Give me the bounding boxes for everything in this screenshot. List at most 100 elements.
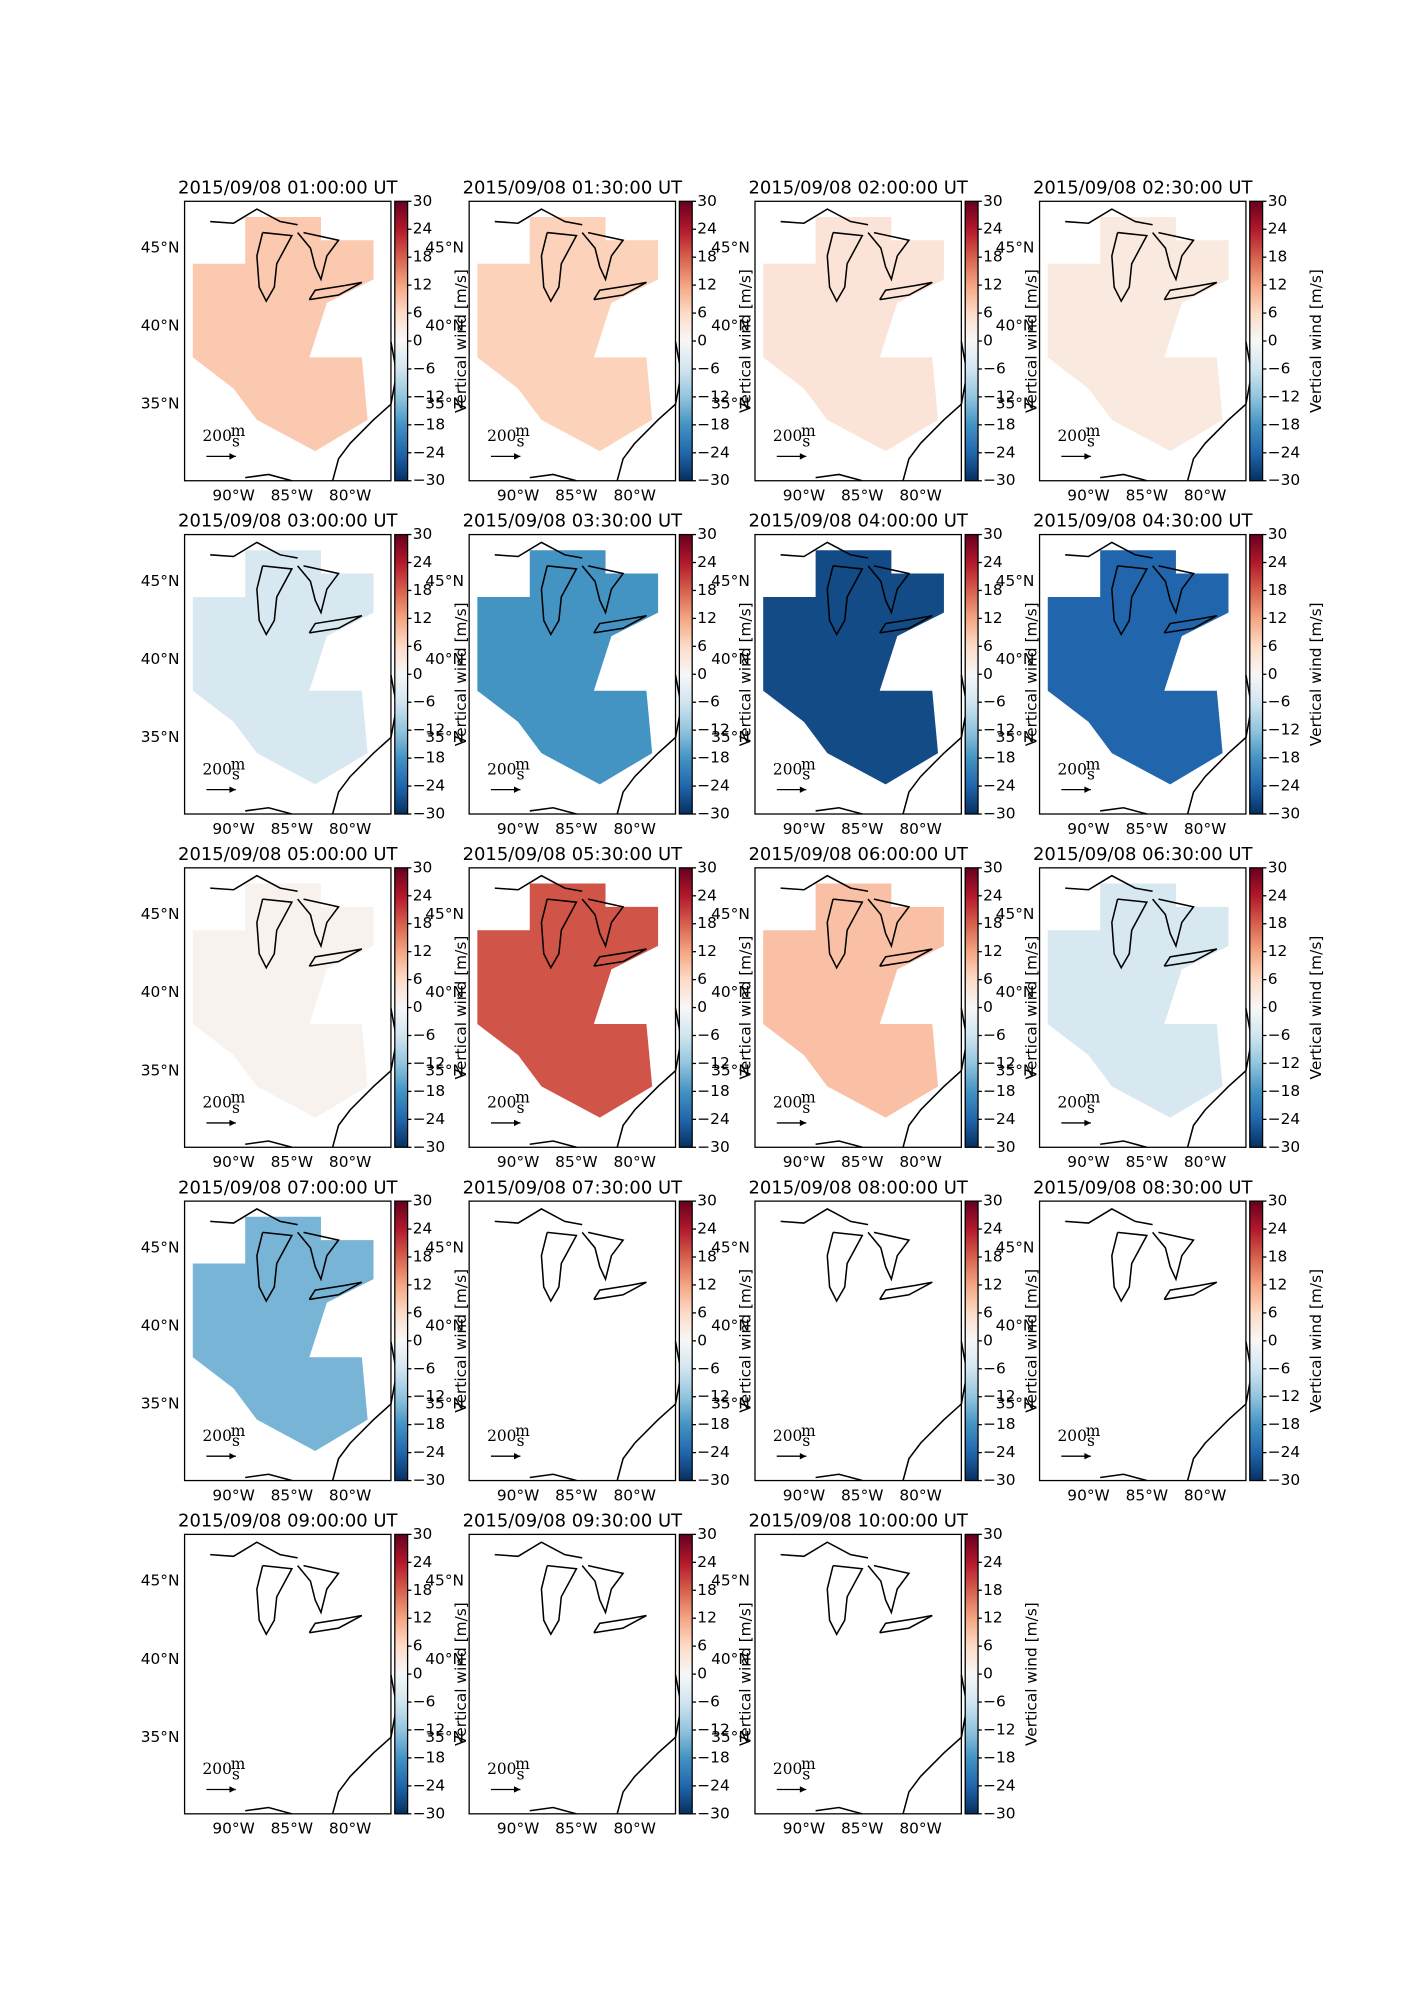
quiver-key-unit-top: m <box>515 1755 530 1773</box>
colorbar-tick-label: −30 <box>413 471 445 489</box>
colorbar-tick-label: 0 <box>983 332 993 350</box>
colorbar-tick-label: 18 <box>983 581 1003 599</box>
colorbar-tick-label: −18 <box>983 1082 1015 1100</box>
coastline <box>494 1541 583 1559</box>
colorbar <box>678 867 693 1148</box>
y-tick-label: 35°N <box>996 395 1035 413</box>
x-tick-label: 85°W <box>841 1486 883 1504</box>
colorbar-tick-label: 30 <box>983 858 1003 876</box>
colorbar-tick-label: −6 <box>1268 1026 1291 1044</box>
colorbar-tick-label: 24 <box>413 220 433 238</box>
colorbar-tick-label: −6 <box>983 1693 1006 1711</box>
x-tick-label: 80°W <box>1184 487 1226 505</box>
axes-frame <box>754 533 963 815</box>
colorbar-tick-label: −24 <box>697 777 729 795</box>
colorbar-label: Vertical wind [m/s] <box>1307 269 1325 413</box>
y-tick-label: 35°N <box>141 1728 180 1746</box>
map-panel: 2015/09/08 02:00:00 UT 90°W 85°W 80°W 35°N 40… <box>711 177 1040 504</box>
y-tick-label: 35°N <box>141 728 180 746</box>
coastline <box>540 565 578 637</box>
coastline <box>581 231 625 282</box>
colorbar-tick-label: −18 <box>983 749 1015 767</box>
axes-frame <box>183 1533 392 1815</box>
colorbar-tick-label: −24 <box>413 1776 445 1794</box>
colorbar-tick-label: −24 <box>413 777 445 795</box>
colorbar-tick-label: −24 <box>983 443 1015 461</box>
colorbar-tick-label: −6 <box>413 359 436 377</box>
colorbar-tick-label: 24 <box>983 220 1003 238</box>
coastline <box>616 1341 683 1481</box>
coastline <box>581 1231 625 1282</box>
colorbar-tick-label: 6 <box>697 304 707 322</box>
x-tick-label: 85°W <box>555 1486 597 1504</box>
colorbar-tick-label: 12 <box>697 942 717 960</box>
colorbar-tick-label: 18 <box>697 1248 717 1266</box>
quiver-key-unit-top: m <box>1086 755 1101 773</box>
colorbar-tick-label: −18 <box>697 1748 729 1766</box>
coastline <box>593 614 647 634</box>
colorbar-tick-label: −30 <box>697 1804 729 1822</box>
quiver-key-head <box>799 1119 807 1127</box>
coastline <box>1065 874 1153 893</box>
panel-title: 2015/09/08 01:00:00 UT <box>178 177 398 198</box>
colorbar-label: Vertical wind [m/s] <box>737 1602 755 1746</box>
y-tick-label: 45°N <box>425 905 464 923</box>
colorbar-tick-label: −30 <box>697 471 729 489</box>
x-tick-label: 90°W <box>212 1153 254 1171</box>
y-tick-label: 40°N <box>141 317 180 335</box>
colorbar-tick-label: 18 <box>1268 581 1288 599</box>
coastline <box>581 565 625 615</box>
colorbar-tick-label: −24 <box>413 1443 445 1461</box>
colorbar <box>1249 867 1264 1148</box>
quiver-key-value: 200 <box>203 1427 232 1445</box>
y-tick-label: 35°N <box>141 395 180 413</box>
x-tick-label: 80°W <box>329 1486 371 1504</box>
coastline <box>308 281 363 301</box>
y-tick-label: 35°N <box>425 728 464 746</box>
wind-region <box>763 550 944 785</box>
coastline <box>210 1208 298 1226</box>
colorbar <box>964 1200 979 1482</box>
colorbar-tick-label: −18 <box>1268 415 1300 433</box>
x-tick-label: 90°W <box>497 820 539 838</box>
x-tick-label: 80°W <box>899 1820 941 1838</box>
colorbar-tick-label: −18 <box>413 1415 445 1433</box>
map-panel: 2015/09/08 01:00:00 UT 90°W 85°W 80°W 35°N 40… <box>141 177 470 504</box>
y-tick-label: 40°N <box>711 1317 750 1335</box>
colorbar-tick-label: −6 <box>697 1026 720 1044</box>
quiver-key-head <box>514 1452 521 1460</box>
coastline <box>256 898 294 970</box>
x-tick-label: 90°W <box>497 487 539 505</box>
quiver-key-unit-bottom: s <box>232 1099 240 1117</box>
x-tick-label: 90°W <box>212 1820 254 1838</box>
coastline <box>494 208 583 226</box>
x-tick-label: 85°W <box>271 1153 313 1171</box>
colorbar-tick-label: 6 <box>1268 970 1278 988</box>
colorbar <box>964 200 979 482</box>
coastline <box>780 1208 869 1226</box>
colorbar-tick-label: 24 <box>983 886 1003 904</box>
colorbar-tick-label: 6 <box>983 1303 993 1321</box>
wind-region <box>477 216 659 452</box>
quiver-key-unit-top: m <box>515 1089 530 1107</box>
colorbar-tick-label: 6 <box>413 1303 423 1321</box>
quiver-key-unit-bottom: s <box>802 1432 810 1450</box>
colorbar-tick-label: 18 <box>697 1581 717 1599</box>
x-tick-label: 80°W <box>329 1153 371 1171</box>
colorbar-tick-label: 30 <box>1268 525 1288 543</box>
quiver-key-head <box>229 453 236 460</box>
colorbar-tick-label: 12 <box>1268 942 1288 960</box>
colorbar-tick-label: −12 <box>983 1054 1015 1072</box>
y-tick-label: 45°N <box>425 572 464 590</box>
colorbar-tick-label: 6 <box>983 970 993 988</box>
colorbar-label: Vertical wind [m/s] <box>737 602 755 746</box>
quiver-key-head <box>514 453 521 460</box>
colorbar-tick-label: −30 <box>697 1138 729 1156</box>
panel-title: 2015/09/08 09:00:00 UT <box>178 1511 398 1532</box>
x-tick-label: 90°W <box>497 1486 539 1504</box>
colorbar-tick-label: 12 <box>697 276 717 294</box>
colorbar-tick-label: −24 <box>1268 1443 1300 1461</box>
coastline <box>245 1473 293 1482</box>
quiver-key-unit-bottom: s <box>1087 1432 1095 1450</box>
colorbar-tick-label: −12 <box>413 1054 445 1072</box>
